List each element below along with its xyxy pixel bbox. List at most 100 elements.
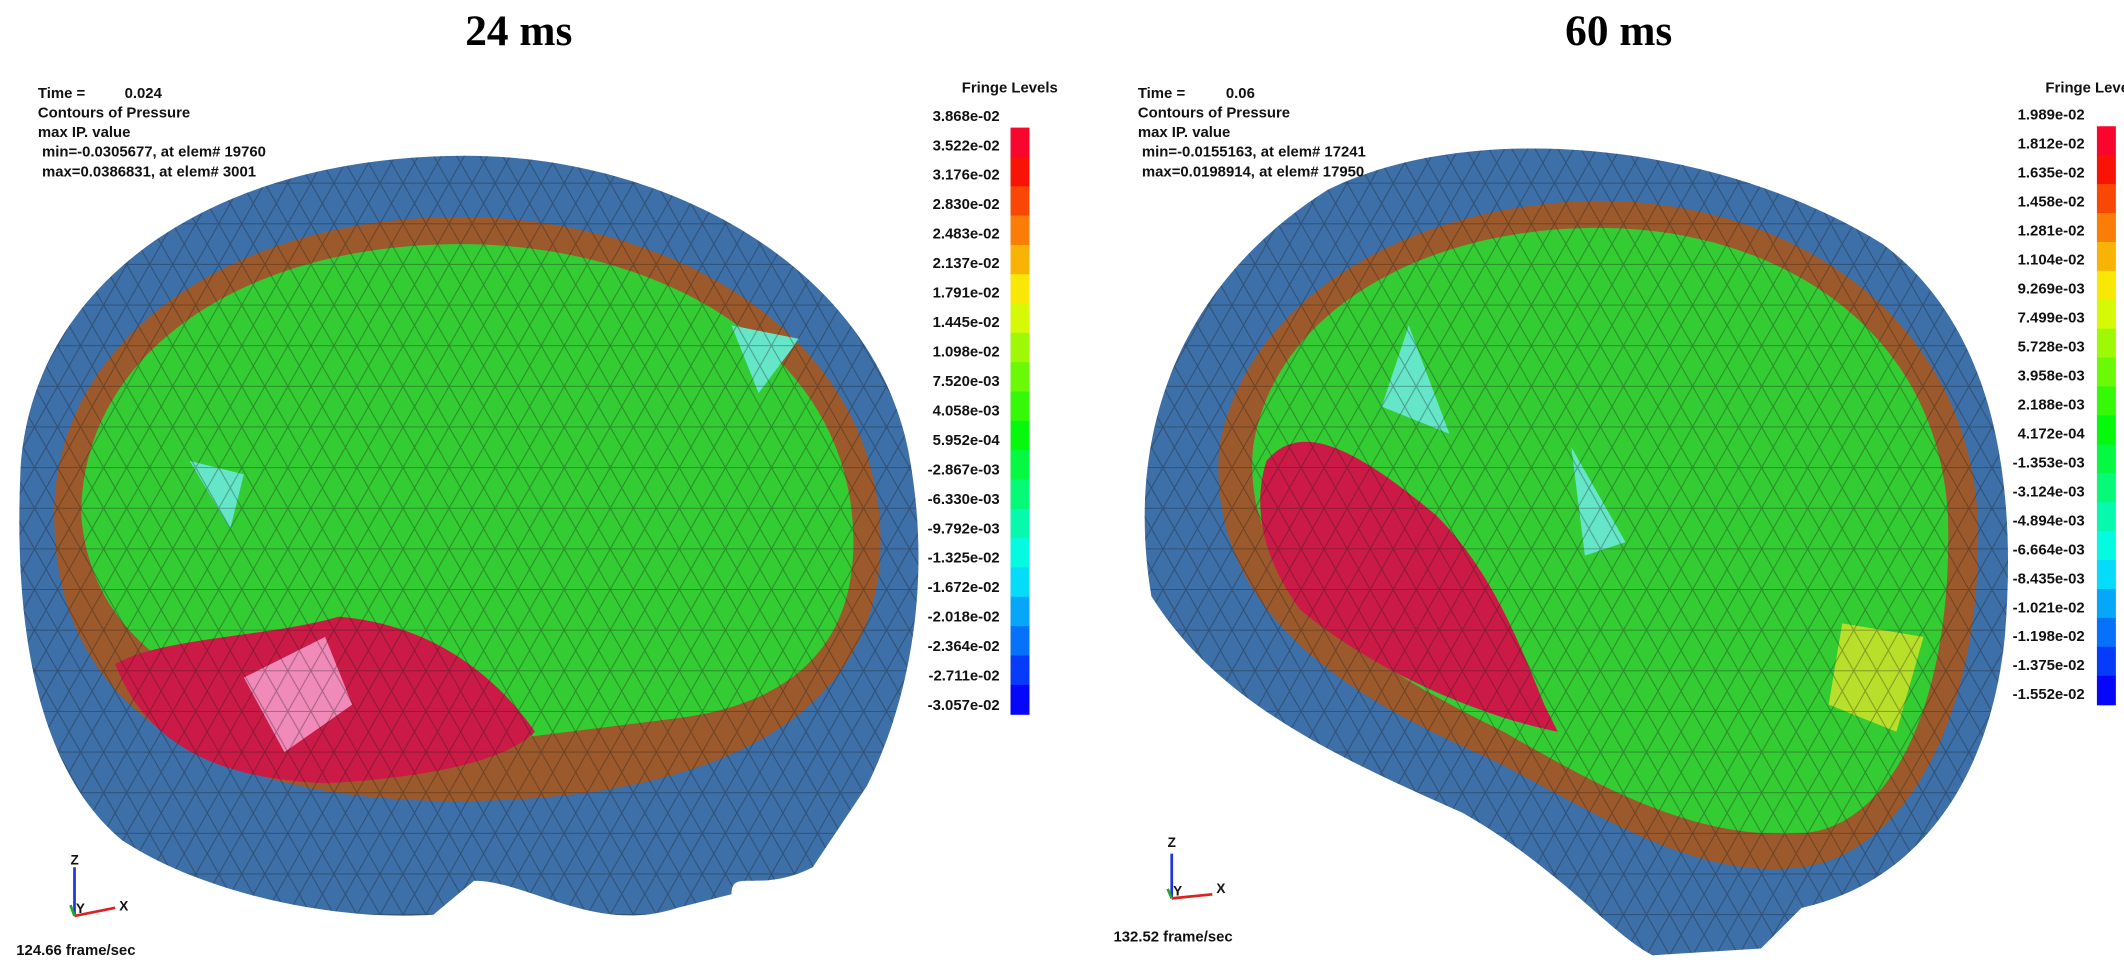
color-band (2097, 531, 2116, 561)
color-band (2097, 155, 2116, 185)
fringe-level: -1.353e-03 (2013, 455, 2085, 471)
color-band (1011, 274, 1030, 304)
color-band (1011, 538, 1030, 568)
fringe-level: -2.364e-02 (928, 639, 1000, 655)
fringe-level: 5.728e-03 (2018, 339, 2085, 355)
fringe-level: 1.812e-02 (2018, 136, 2085, 152)
axis-y: Y (1173, 884, 1182, 899)
time-label: Time = (38, 86, 86, 102)
fringe-level: 2.830e-02 (933, 197, 1000, 213)
info-line: max=0.0198914, at elem# 17950 (1142, 164, 1364, 180)
color-band (2097, 387, 2116, 417)
time-value: 0.06 (1226, 86, 1255, 102)
fringe-level: 3.522e-02 (933, 138, 1000, 154)
fringe-level: 1.281e-02 (2018, 223, 2085, 239)
color-band (1011, 128, 1030, 158)
color-band (2097, 329, 2116, 359)
frame-rate: 124.66 frame/sec (16, 943, 135, 959)
fringe-level: 2.188e-03 (2018, 397, 2085, 413)
fringe-level: -1.325e-02 (928, 551, 1000, 567)
color-band (2097, 589, 2116, 619)
fringe-level: -3.057e-02 (928, 698, 1000, 714)
brain-24ms (19, 156, 918, 916)
color-band (2097, 560, 2116, 590)
color-band (2097, 647, 2116, 677)
figure: 24 ms Time = 0.024 Contours of Pressure max … (0, 0, 2124, 965)
fringe-level: -6.664e-03 (2013, 542, 2085, 558)
info-line: Contours of Pressure (38, 105, 190, 121)
fringe-level: 1.791e-02 (933, 286, 1000, 302)
color-band (1011, 568, 1030, 598)
color-band (2097, 415, 2116, 445)
color-band (1011, 450, 1030, 480)
color-band (1011, 304, 1030, 334)
axis-z: Z (70, 852, 78, 867)
color-band (1011, 626, 1030, 656)
fringe-level: -9.792e-03 (928, 521, 1000, 537)
fringe-level: 1.989e-02 (2018, 107, 2085, 123)
color-band (2097, 676, 2116, 706)
color-band (1011, 333, 1030, 363)
axis-y: Y (76, 901, 85, 916)
fringe-level: 3.868e-02 (933, 109, 1000, 125)
info-line: min=-0.0155163, at elem# 17241 (1142, 145, 1366, 161)
fringe-level: -2.867e-03 (928, 462, 1000, 478)
color-band (2097, 300, 2116, 330)
fringe-level: -4.894e-03 (2013, 513, 2085, 529)
color-band (2097, 126, 2116, 156)
color-band (1011, 509, 1030, 539)
color-band (2097, 242, 2116, 272)
fringe-level: 2.137e-02 (933, 256, 1000, 272)
color-band (1011, 480, 1030, 510)
fringe-title: Fringe Levels (962, 80, 1058, 96)
color-band (1011, 216, 1030, 246)
color-band (2097, 502, 2116, 532)
color-band (1011, 392, 1030, 422)
fringe-level: -8.435e-03 (2013, 571, 2085, 587)
fringe-level: 1.445e-02 (933, 315, 1000, 331)
page: {"panels":[ {"title":"24 ms","time_label… (0, 0, 2124, 965)
color-band (2097, 444, 2116, 474)
fringe-level: 9.269e-03 (2018, 281, 2085, 297)
time-label: Time = (1138, 86, 1186, 102)
color-band (1011, 157, 1030, 187)
fringe-level: 7.499e-03 (2018, 310, 2085, 326)
fringe-level: 7.520e-03 (933, 374, 1000, 390)
fringe-level: -6.330e-03 (928, 492, 1000, 508)
color-band (2097, 358, 2116, 388)
fringe-level: -1.198e-02 (2013, 629, 2085, 645)
color-band (2097, 213, 2116, 243)
fringe-level: 5.952e-04 (933, 433, 1001, 449)
frame-rate: 132.52 frame/sec (1113, 930, 1232, 946)
fringe-level: -1.375e-02 (2013, 658, 2085, 674)
color-band (1011, 597, 1030, 627)
info-line: max IP. value (1138, 125, 1230, 141)
axis-x: X (1216, 881, 1225, 896)
color-band (1011, 245, 1030, 275)
fringe-level: 4.172e-04 (2018, 426, 2086, 442)
fringe-level: 1.635e-02 (2018, 165, 2085, 181)
fringe-level: -3.124e-03 (2013, 484, 2085, 500)
fringe-level: 3.958e-03 (2018, 368, 2085, 384)
color-band (1011, 421, 1030, 451)
color-band (2097, 618, 2116, 648)
fringe-level: 3.176e-02 (933, 168, 1000, 184)
fringe-level: -1.552e-02 (2013, 687, 2085, 703)
fringe-level: 1.098e-02 (933, 345, 1000, 361)
fringe-level: -2.018e-02 (928, 610, 1000, 626)
fringe-level: 4.058e-03 (933, 403, 1000, 419)
fringe-level: 1.458e-02 (2018, 194, 2085, 210)
color-band (2097, 473, 2116, 503)
fringe-level: 1.104e-02 (2018, 252, 2085, 268)
color-band (1011, 186, 1030, 216)
fringe-level: -1.672e-02 (928, 580, 1000, 596)
info-line: Contours of Pressure (1138, 105, 1290, 121)
axis-z: Z (1168, 835, 1176, 850)
fringe-level: -1.021e-02 (2013, 600, 2085, 616)
panel-title: 24 ms (465, 7, 572, 55)
info-line: max=0.0386831, at elem# 3001 (42, 164, 256, 180)
time-value: 0.024 (125, 86, 163, 102)
panel-title: 60 ms (1565, 7, 1672, 55)
fringe-level: -2.711e-02 (928, 669, 999, 685)
axis-x: X (119, 899, 128, 914)
